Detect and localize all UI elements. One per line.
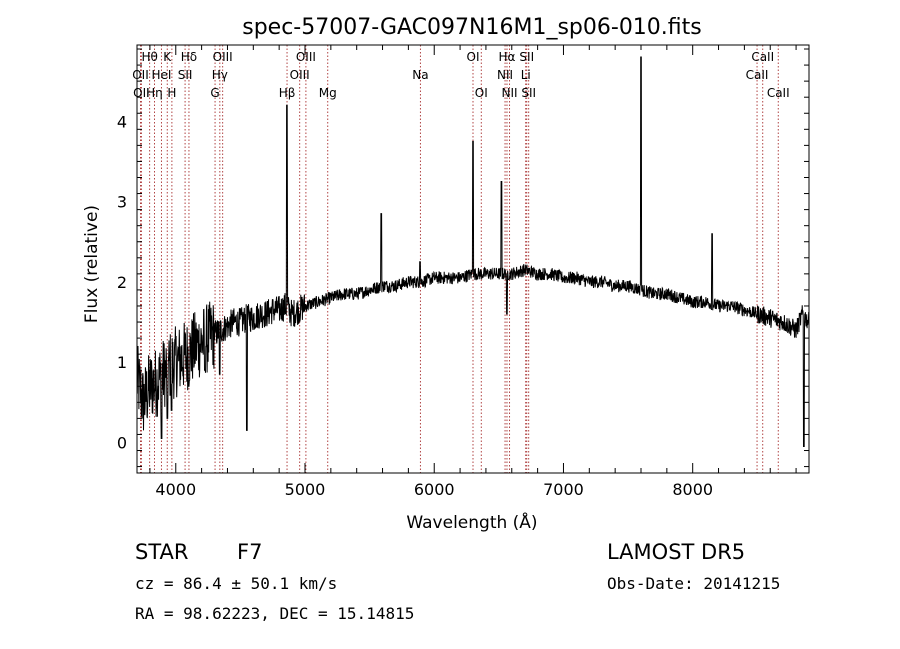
object-subclass: F7 (237, 540, 263, 564)
y-axis-label: Flux (relative) (82, 205, 102, 323)
y-tick-label: 1 (117, 353, 127, 372)
line-label-26: CaII (751, 50, 774, 64)
line-label-8: Hδ (181, 50, 197, 64)
line-label-10: Hγ (212, 68, 228, 82)
x-tick-label: 8000 (672, 480, 713, 499)
reference-lines (140, 45, 779, 473)
plot-frame (136, 44, 810, 474)
line-label-4: HeI (151, 68, 171, 82)
line-label-23: SII (519, 50, 534, 64)
line-label-21: NII (502, 86, 518, 100)
line-label-18: OI (475, 86, 488, 100)
spectrum-line (136, 56, 810, 447)
coordinates-text: RA = 98.62223, DEC = 15.14815 (135, 604, 415, 623)
line-label-5: K (163, 50, 172, 64)
obs-date-text: Obs-Date: 20141215 (607, 574, 781, 593)
line-label-17: OI (467, 50, 480, 64)
line-label-20: Hα (499, 50, 516, 64)
line-label-19: NII (497, 68, 513, 82)
chart-title: spec-57007-GAC097N16M1_sp06-010.fits (242, 15, 702, 40)
line-label-7: SII (178, 68, 193, 82)
x-tick-label: 6000 (414, 480, 455, 499)
line-label-22: Li (521, 68, 531, 82)
line-label-2: Hθ (141, 50, 157, 64)
survey-label: LAMOST DR5 (607, 540, 746, 564)
line-label-27: CaII (767, 86, 790, 100)
x-axis-label: Wavelength (Å) (406, 511, 537, 533)
line-label-24: SII (521, 86, 536, 100)
line-label-0: OII (132, 68, 149, 82)
redshift-text: cz = 86.4 ± 50.1 km/s (135, 574, 338, 593)
y-axis: 0 1 2 3 4 (117, 48, 809, 468)
line-label-16: Na (412, 68, 428, 82)
y-tick-label: 2 (117, 273, 127, 292)
line-labels: OIIOIIHθHηHeIKHSIIHδGHγOIIIHβOIIIOIIIMgN… (132, 50, 789, 100)
line-label-14: OIII (296, 50, 316, 64)
line-label-11: OIII (213, 50, 233, 64)
line-label-9: G (210, 86, 219, 100)
x-tick-label: 5000 (285, 480, 326, 499)
x-axis: 4000 5000 6000 7000 8000 (149, 45, 797, 499)
y-tick-label: 0 (117, 433, 127, 452)
line-label-3: Hη (146, 86, 163, 100)
y-tick-label: 4 (117, 112, 127, 131)
line-label-13: OIII (290, 68, 310, 82)
x-tick-label: 7000 (543, 480, 584, 499)
x-tick-label: 4000 (155, 480, 196, 499)
line-label-25: CaII (746, 68, 769, 82)
line-label-12: Hβ (279, 86, 296, 100)
line-label-6: H (167, 86, 176, 100)
y-tick-label: 3 (117, 193, 127, 212)
object-class: STAR (135, 540, 189, 564)
line-label-15: Mg (319, 86, 337, 100)
